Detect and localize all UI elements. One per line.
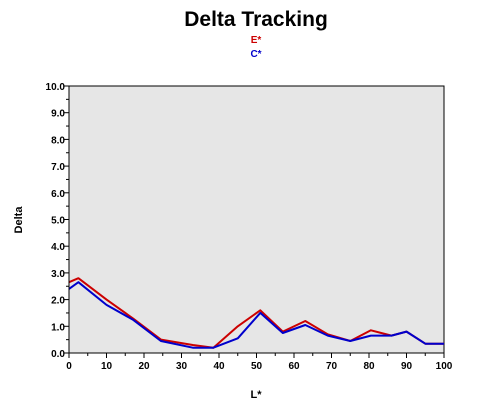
y-tick-label: 9.0 <box>51 109 65 120</box>
x-tick-label: 70 <box>326 361 338 372</box>
y-tick-label: 8.0 <box>51 135 65 146</box>
y-axis-label: Delta <box>13 206 25 234</box>
x-tick-label: 80 <box>363 361 375 372</box>
y-tick-label: 6.0 <box>51 189 65 200</box>
x-tick-label: 20 <box>138 361 150 372</box>
x-tick-label: 30 <box>176 361 188 372</box>
chart-title: Delta Tracking <box>184 8 328 31</box>
x-tick-label: 40 <box>213 361 225 372</box>
y-tick-label: 3.0 <box>51 269 65 280</box>
x-tick-label: 0 <box>66 361 72 372</box>
y-tick-label: 10.0 <box>46 82 66 93</box>
axes <box>68 86 444 354</box>
x-axis-label: L* <box>251 389 263 401</box>
y-tick-label: 1.0 <box>51 322 65 333</box>
y-tick-label: 5.0 <box>51 216 65 227</box>
y-tick-label: 2.0 <box>51 296 65 307</box>
x-tick-label: 90 <box>401 361 413 372</box>
x-tick-label: 10 <box>101 361 113 372</box>
series-line-c <box>68 281 444 349</box>
x-tick-label: 50 <box>251 361 263 372</box>
y-tick-label: 0.0 <box>51 349 65 360</box>
x-tick-label: 100 <box>436 361 453 372</box>
legend-entry-c: C* <box>250 49 261 60</box>
x-tick-label: 60 <box>288 361 300 372</box>
y-tick-label: 4.0 <box>51 242 65 253</box>
y-tick-label: 7.0 <box>51 162 65 173</box>
legend-entry-e: E* <box>251 35 262 46</box>
series-lines <box>68 277 444 349</box>
plot-area <box>68 85 445 354</box>
